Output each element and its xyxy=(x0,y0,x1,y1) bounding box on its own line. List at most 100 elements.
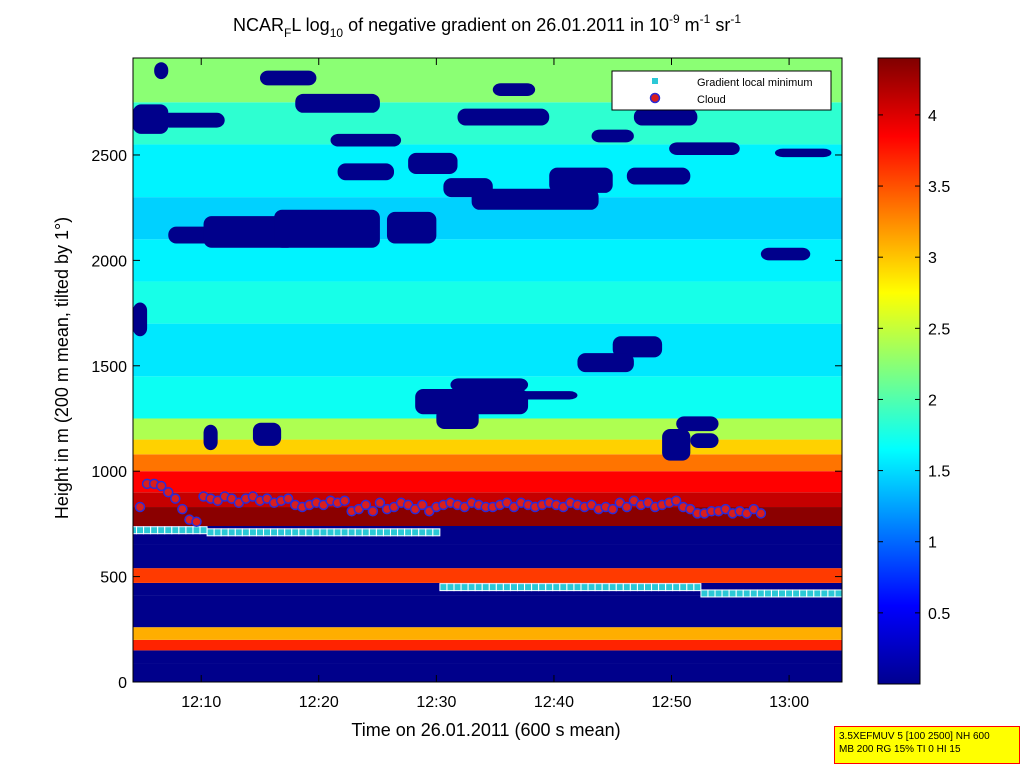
gradient-min-marker xyxy=(728,589,737,598)
marker-series xyxy=(133,478,842,598)
title-main: of negative gradient on 26.01.2011 in 10 xyxy=(343,15,669,35)
heatmap-low-patch-31 xyxy=(662,429,691,461)
info-line-2: MB 200 RG 15% TI 0 HI 15 xyxy=(839,744,961,755)
gradient-min-marker xyxy=(213,528,222,537)
gradient-min-marker xyxy=(185,526,194,535)
chart-title: NCARFL log10 of negative gradient on 26.… xyxy=(233,12,741,40)
gradient-min-marker xyxy=(305,528,314,537)
gradient-min-marker xyxy=(742,589,751,598)
heatmap-low-patch-26 xyxy=(133,302,148,337)
gradient-min-marker xyxy=(827,589,836,598)
gradient-min-marker xyxy=(291,528,300,537)
y-tick-label: 500 xyxy=(100,570,127,587)
gradient-min-marker xyxy=(284,528,293,537)
cloud-marker xyxy=(282,493,294,504)
cloud-marker xyxy=(367,505,379,517)
heatmap-low-patch-24 xyxy=(612,336,663,358)
gradient-min-marker xyxy=(665,583,674,592)
gradient-min-marker xyxy=(368,528,377,537)
title-unit-sr: sr xyxy=(710,15,730,35)
info-line-1: 3.5XEFMUV 5 [100 2500] NH 600 xyxy=(839,731,990,742)
heatmap-low-patch-0 xyxy=(133,104,169,134)
heatmap-low-patch-13 xyxy=(549,167,613,193)
colorbar-gradient xyxy=(877,57,921,685)
y-tick-label: 2500 xyxy=(91,148,127,165)
heatmap-low-patch-5 xyxy=(386,211,437,244)
cloud-marker xyxy=(163,487,174,498)
colorbar-tick-label: 3.5 xyxy=(928,179,950,196)
gradient-min-marker xyxy=(326,528,335,537)
heatmap-low-patch-28 xyxy=(259,70,317,86)
x-tick-label: 12:10 xyxy=(181,694,221,711)
gradient-min-marker xyxy=(778,589,787,598)
gradient-min-marker xyxy=(629,583,638,592)
heatmap-low-patch-15 xyxy=(633,108,698,126)
gradient-min-marker xyxy=(382,528,391,537)
x-tick-label: 12:20 xyxy=(299,694,339,711)
colorbar-tick-label: 1 xyxy=(928,535,937,552)
heatmap-band-9 xyxy=(133,507,842,526)
legend: Gradient local minimum Cloud xyxy=(611,70,832,111)
gradient-min-marker xyxy=(397,528,406,537)
y-axis-label: Height in m (200 m mean, tilted by 1°) xyxy=(52,217,72,519)
heatmap-low-patch-18 xyxy=(760,247,811,261)
gradient-min-marker xyxy=(580,583,589,592)
gradient-min-marker xyxy=(277,528,286,537)
colorbar: 0.5 1 1.5 2 2.5 3 3.5 4 xyxy=(877,57,950,685)
colorbar-tick-label: 2.5 xyxy=(928,321,950,338)
heatmap-low-patch-27 xyxy=(154,62,169,80)
gradient-min-marker xyxy=(150,526,159,535)
gradient-min-marker xyxy=(502,583,511,592)
cloud-marker xyxy=(607,503,618,515)
gradient-min-marker xyxy=(573,583,582,592)
gradient-min-marker xyxy=(248,528,257,537)
title-sup-exp9: -9 xyxy=(669,12,680,26)
gradient-min-marker xyxy=(524,583,533,592)
cloud-marker xyxy=(170,493,181,504)
heatmap-low-patch-6 xyxy=(295,93,380,113)
gradient-min-marker xyxy=(538,583,547,592)
heatmap-low-patch-17 xyxy=(669,142,740,155)
heatmap-low-patch-1 xyxy=(161,112,225,128)
gradient-min-marker xyxy=(164,526,173,535)
x-axis-label: Time on 26.01.2011 (600 s mean) xyxy=(351,720,620,740)
gradient-min-marker xyxy=(785,589,794,598)
heatmap-band-11 xyxy=(133,471,842,493)
heatmap-band-17 xyxy=(133,281,842,324)
gradient-min-marker xyxy=(763,589,772,598)
gradient-min-marker xyxy=(481,583,490,592)
cloud-marker xyxy=(177,503,188,515)
colorbar-tick-label: 0.5 xyxy=(928,606,950,623)
gradient-min-marker xyxy=(206,528,215,537)
gradient-min-marker xyxy=(587,583,596,592)
y-tick-label: 0 xyxy=(118,675,127,692)
title-unit-m: m xyxy=(680,15,700,35)
gradient-min-marker xyxy=(820,589,829,598)
heatmap-low-patch-22 xyxy=(436,407,479,430)
colorbar-tick-label: 4 xyxy=(928,108,937,125)
gradient-min-marker xyxy=(601,583,610,592)
legend-box xyxy=(611,70,832,111)
gradient-min-marker xyxy=(143,526,152,535)
gradient-min-marker xyxy=(672,583,681,592)
gradient-min-marker xyxy=(199,526,208,535)
gradient-min-marker xyxy=(608,583,617,592)
legend-marker-cloud xyxy=(649,92,661,104)
gradient-min-marker xyxy=(495,583,504,592)
title-prefix: NCAR xyxy=(233,15,284,35)
gradient-min-marker xyxy=(227,528,236,537)
gradient-min-marker xyxy=(693,583,702,592)
heatmap-low-patch-19 xyxy=(774,148,832,158)
heatmap-low-patch-33 xyxy=(203,424,218,451)
gradient-min-marker xyxy=(792,589,801,598)
gradient-min-marker xyxy=(446,583,455,592)
cloud-marker xyxy=(134,501,146,513)
gradient-min-marker xyxy=(707,589,716,598)
gradient-min-marker xyxy=(319,528,328,537)
gradient-min-marker xyxy=(390,528,399,537)
gradient-min-marker xyxy=(813,589,822,598)
heatmap-low-patch-9 xyxy=(408,152,458,174)
plot-frame xyxy=(132,57,843,683)
gradient-min-marker xyxy=(136,526,145,535)
